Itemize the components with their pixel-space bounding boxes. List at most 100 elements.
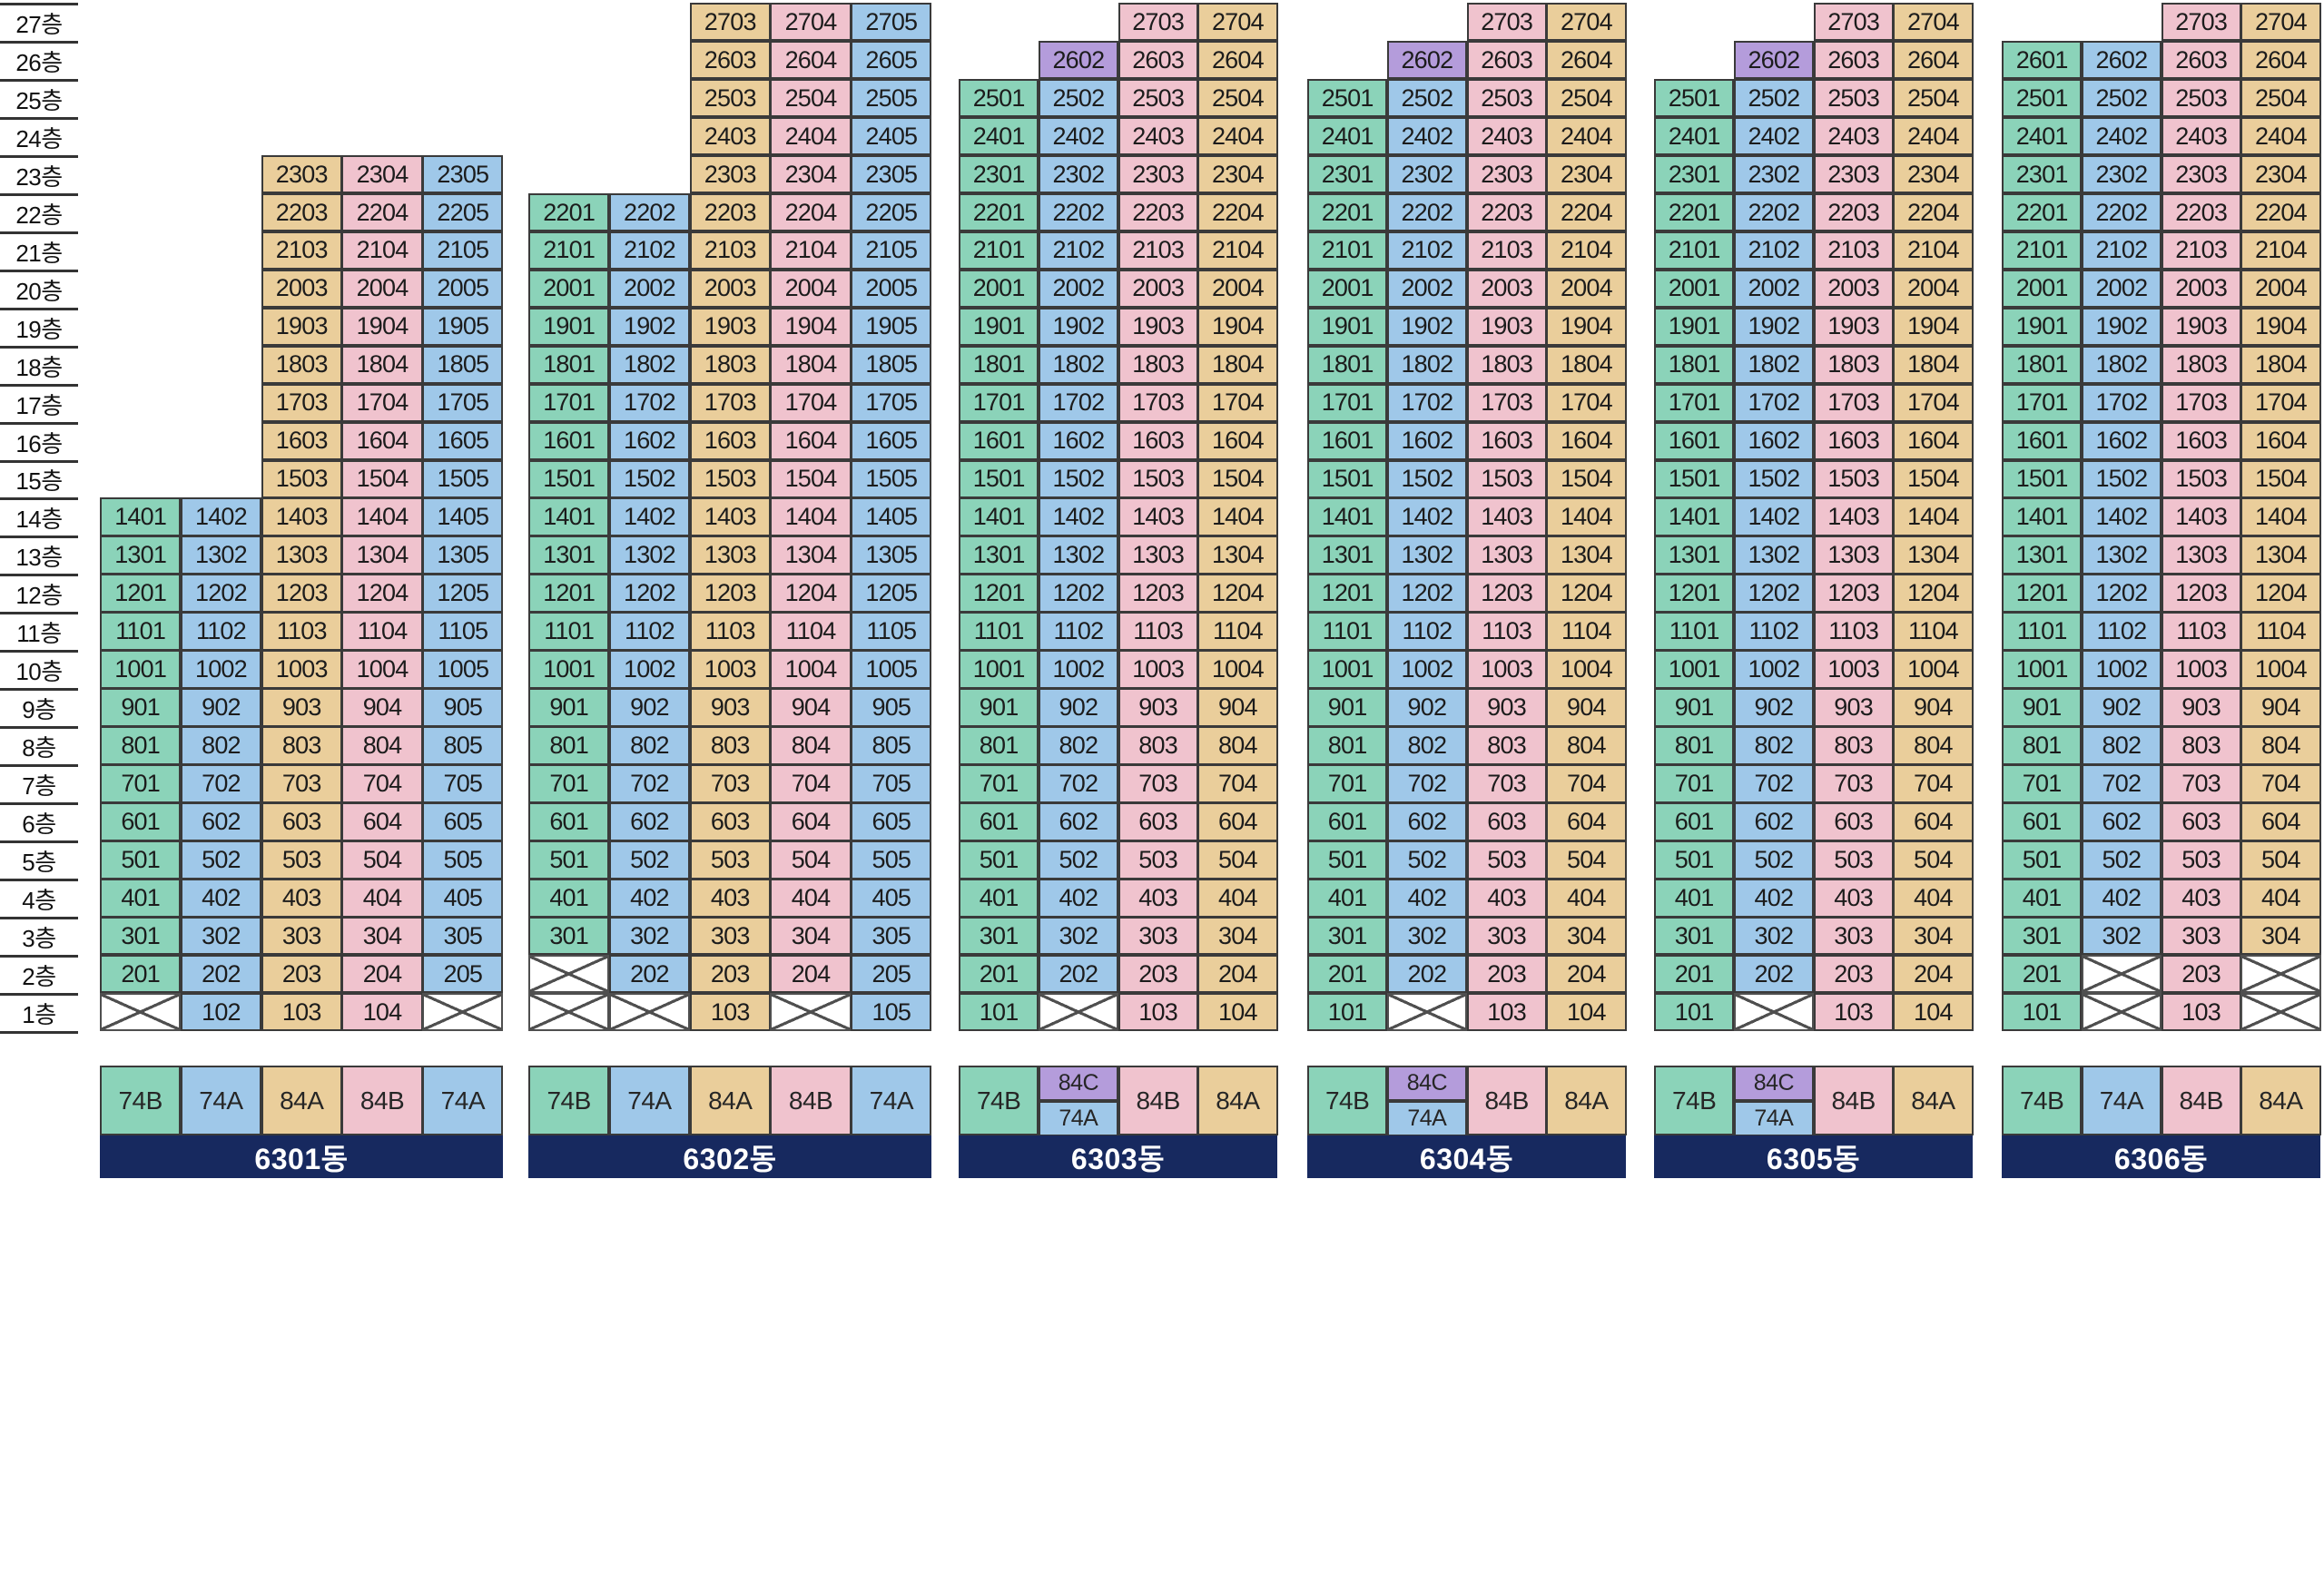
- unit-cell: 901: [1307, 688, 1388, 727]
- unit-cell: 1904: [1197, 307, 1278, 347]
- unit-cell: 901: [959, 688, 1039, 727]
- unit-cell: 1103: [689, 612, 771, 651]
- unit-cell: 403: [2161, 879, 2241, 918]
- unit-cell: 1005: [422, 650, 504, 689]
- unit-cell: 702: [1733, 764, 1814, 803]
- unit-cell: 603: [689, 802, 771, 841]
- unit-cell: 1203: [2161, 574, 2241, 613]
- unit-cell: 804: [770, 726, 852, 765]
- unit-cell: 703: [261, 764, 342, 803]
- unit-cell: 1601: [528, 421, 610, 460]
- unit-cell: 403: [1813, 879, 1894, 918]
- building-6306: 2703 2704 2601 2602 2603 2604 2501 2502 2503 2504…: [2002, 0, 2321, 1592]
- unit-cell: 703: [2161, 764, 2241, 803]
- unit-cell: 304: [770, 917, 852, 956]
- unit-cell: 1405: [851, 497, 932, 536]
- unit-cell: 1202: [1733, 574, 1814, 613]
- floor-label: 21층: [15, 239, 63, 267]
- building-name-bar: 6304동: [1307, 1135, 1626, 1178]
- unit-cell: 502: [180, 840, 262, 880]
- unit-cell: 2203: [689, 192, 771, 232]
- unit-cell: 2201: [1307, 192, 1388, 232]
- unit-cell: 902: [608, 688, 691, 727]
- unit-cell: 2604: [1197, 40, 1278, 80]
- floor-label-row: 9층: [0, 691, 78, 730]
- unit-cell: 704: [341, 764, 423, 803]
- unit-cell: 2503: [1466, 78, 1547, 118]
- unit-cell: 2603: [1813, 40, 1894, 80]
- unit-cell: 2501: [1307, 78, 1388, 118]
- unit-cell: 2004: [770, 269, 852, 309]
- unit-cell: 2105: [851, 231, 932, 270]
- unit-cell: 201: [1307, 955, 1388, 994]
- unit-cell: 1202: [608, 574, 691, 613]
- unit-type-cell: 74A: [608, 1066, 691, 1135]
- unit-cell: 602: [2081, 802, 2162, 841]
- building-name-bar: 6305동: [1654, 1135, 1973, 1178]
- unit-cell: 204: [1893, 955, 1974, 994]
- unit-cell: 504: [341, 840, 423, 880]
- unit-cell: 305: [851, 917, 932, 956]
- unit-cell: 2104: [770, 231, 852, 270]
- unit-cell: 305: [422, 917, 504, 956]
- unit-cell: 1701: [2002, 383, 2083, 423]
- unit-cell: 2004: [1546, 269, 1627, 309]
- unit-cell: 1101: [959, 612, 1039, 651]
- floor-label-row: 1층: [0, 996, 78, 1034]
- floor-label-row: 24층: [0, 120, 78, 158]
- unit-cell: 304: [1893, 917, 1974, 956]
- unit-cell: 704: [770, 764, 852, 803]
- floor-label: 24층: [15, 124, 63, 152]
- unit-cell: 1104: [1197, 612, 1278, 651]
- unit-cell: 1802: [2081, 345, 2162, 385]
- unit-cell: 1603: [1813, 421, 1894, 460]
- unit-cell: 1204: [770, 574, 852, 613]
- unit-cell: 2602: [2081, 40, 2162, 80]
- unit-cell: 303: [1466, 917, 1547, 956]
- floor-label-row: 18층: [0, 349, 78, 387]
- unit-cell: 2103: [689, 231, 771, 270]
- unit-cell: 701: [2002, 764, 2083, 803]
- unit-cell: 303: [1118, 917, 1198, 956]
- unit-cell: 1002: [1038, 650, 1118, 689]
- unit-cell: 2003: [261, 269, 342, 309]
- unit-cell: 503: [1813, 840, 1894, 880]
- unit-cell: 1803: [2161, 345, 2241, 385]
- unit-cell: 1804: [770, 345, 852, 385]
- unit-cell: 1703: [1118, 383, 1198, 423]
- unit-cell: 202: [1038, 955, 1118, 994]
- unit-cell: 2303: [1466, 154, 1547, 194]
- unit-cell: 2401: [959, 116, 1039, 156]
- floor-label-row: 7층: [0, 767, 78, 806]
- unit-cell: 1205: [851, 574, 932, 613]
- unit-cell: 205: [851, 955, 932, 994]
- unit-type-cell: 74B: [1654, 1066, 1735, 1135]
- building-name-bar: 6306동: [2002, 1135, 2320, 1178]
- floor-label: 27층: [15, 10, 63, 38]
- unit-cell: 1701: [959, 383, 1039, 423]
- unit-cell: 2602: [1733, 40, 1814, 80]
- unit-cell: 204: [341, 955, 423, 994]
- unit-cell: 1705: [422, 383, 504, 423]
- unit-cell: 2002: [1733, 269, 1814, 309]
- unit-cell: 1303: [1118, 536, 1198, 575]
- unit-cell: 301: [959, 917, 1039, 956]
- unit-cell: 401: [528, 879, 610, 918]
- unit-cell: 705: [422, 764, 504, 803]
- unit-cell: 1201: [528, 574, 610, 613]
- unit-cell: 204: [1197, 955, 1278, 994]
- unit-cell: 701: [1654, 764, 1735, 803]
- unit-cell: 1704: [341, 383, 423, 423]
- floor-label: 20층: [15, 277, 63, 305]
- unit-cell: 2402: [2081, 116, 2162, 156]
- unit-cell: 1502: [2081, 459, 2162, 498]
- unit-cell: 1801: [959, 345, 1039, 385]
- unit-cell: 1602: [1038, 421, 1118, 460]
- unit-cell: 2703: [1813, 3, 1894, 42]
- unit-cell: 1704: [1893, 383, 1974, 423]
- unit-cell: 2301: [1654, 154, 1735, 194]
- unit-cell: 2503: [1813, 78, 1894, 118]
- unit-cell: 1202: [2081, 574, 2162, 613]
- unit-cell: 901: [528, 688, 610, 727]
